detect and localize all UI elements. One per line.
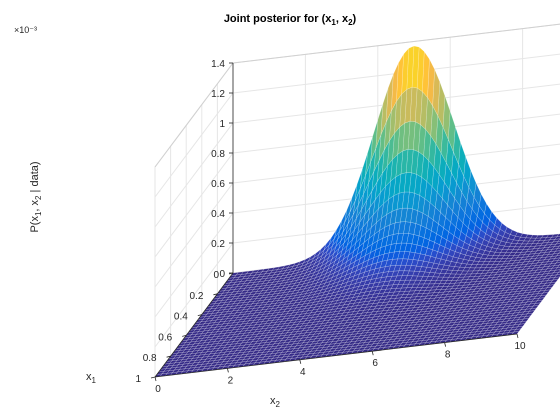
- x2-tick-label: 2: [228, 375, 234, 386]
- x2-tick-label: 0: [155, 384, 161, 395]
- z-axis-label: P(x1, x2 | data): [29, 161, 43, 232]
- x1-tick-mark: [182, 335, 187, 337]
- z-tick-label: 1: [219, 119, 225, 130]
- z-tick-label: 0.2: [211, 239, 225, 250]
- surface-patch: [554, 255, 560, 259]
- x1-tick-label: 1: [135, 374, 141, 385]
- x1-tick-label: 0.2: [189, 291, 203, 302]
- x2-tick-label: 4: [300, 367, 306, 378]
- z-gridline-side: [154, 242, 234, 348]
- axis-layer: [154, 63, 518, 378]
- x1-tick-mark: [166, 355, 171, 358]
- surface-patch: [556, 233, 560, 237]
- x1-tick-label: 0.8: [143, 353, 157, 364]
- surface-patch: [555, 259, 560, 264]
- x2-tick-mark: [516, 333, 519, 339]
- chart-title: Joint posterior for (x1, x2): [224, 13, 357, 27]
- x2-tick-mark: [444, 342, 446, 347]
- x2-tick-mark: [371, 351, 374, 356]
- surface-patch: [557, 264, 560, 268]
- surface-patch: [556, 271, 560, 276]
- surface-patch: [555, 267, 560, 271]
- z-gridline-side: [154, 212, 234, 318]
- x1-tick-label: 0.6: [158, 332, 172, 343]
- z-tick-label: 0: [219, 269, 225, 280]
- z-tick-label: 1.2: [211, 89, 225, 100]
- x1-axis-line: [154, 272, 234, 378]
- surface-patch: [554, 236, 560, 240]
- x1-tick-label: 0.4: [174, 312, 188, 323]
- x2-tick-label: 8: [445, 350, 451, 361]
- x2-tick-mark: [154, 376, 157, 382]
- z-gridline-side: [154, 122, 234, 228]
- surface-layer: [154, 45, 560, 378]
- x2-axis-label: x2: [270, 395, 281, 409]
- surface-patch: [556, 252, 560, 257]
- z-tick-label: 0.4: [211, 209, 225, 220]
- z-tick-label: 0.8: [211, 149, 225, 160]
- surface-patch: [555, 248, 560, 252]
- z-exponent-label: ×10⁻³: [14, 25, 37, 35]
- surface-patch: [555, 241, 560, 245]
- tick-layer: 024681000.20.40.60.8100.20.40.60.811.21.…: [135, 59, 526, 395]
- x1-tick-label: 0: [213, 270, 219, 281]
- x1-axis-label: x1: [86, 371, 97, 385]
- x2-tick-label: 6: [372, 358, 378, 369]
- x2-tick-mark: [227, 368, 229, 373]
- z-gridline-back: [232, 23, 560, 64]
- x2-axis-line: [154, 333, 518, 378]
- x1-tick-mark: [197, 314, 202, 316]
- x2-tick-label: 10: [514, 341, 526, 352]
- z-gridline-side: [154, 92, 234, 198]
- box-edge: [232, 23, 560, 64]
- z-tick-label: 1.4: [211, 59, 225, 70]
- surface-patch: [557, 245, 560, 249]
- x2-tick-mark: [299, 359, 302, 364]
- z-tick-label: 0.6: [211, 179, 225, 190]
- z-gridline-side: [154, 182, 234, 288]
- x1-tick-mark: [213, 293, 218, 296]
- box-edge: [154, 62, 234, 168]
- x1-tick-mark: [150, 376, 156, 379]
- z-gridline-side: [154, 152, 234, 258]
